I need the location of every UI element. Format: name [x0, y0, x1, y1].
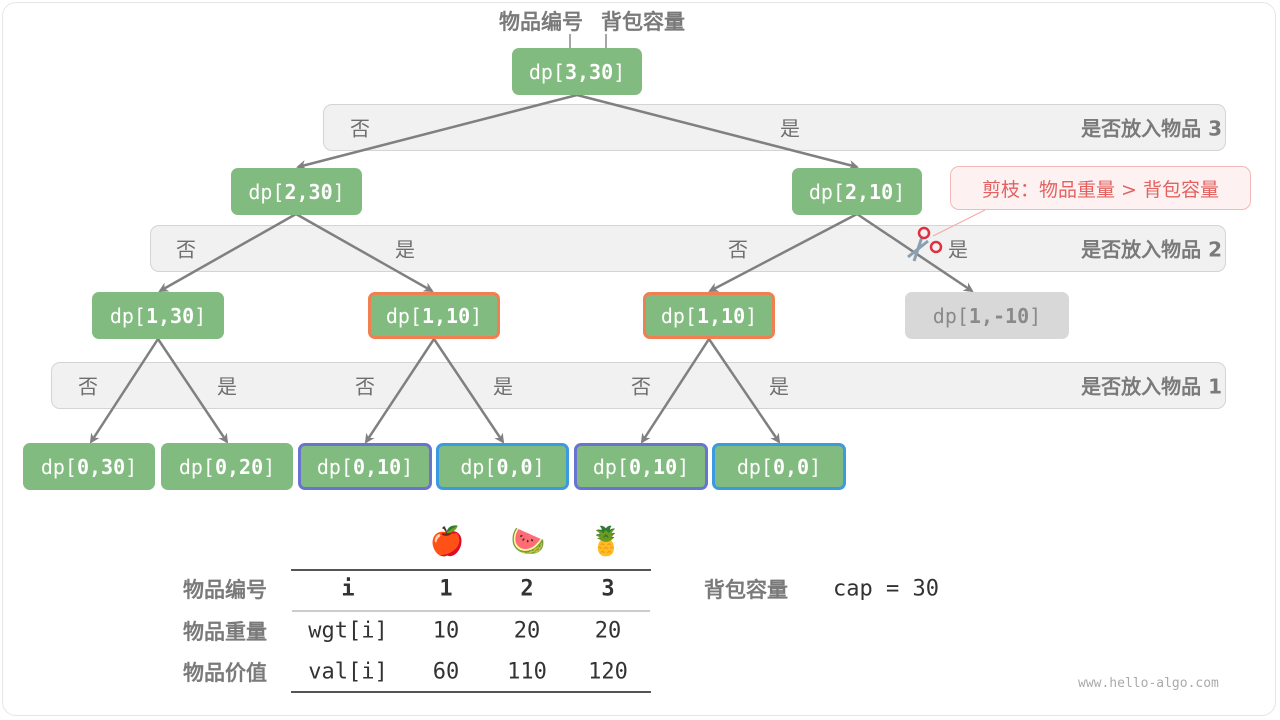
- band-title: 是否放入物品 1: [1081, 374, 1222, 399]
- node-dp-0-10-repeated: dp[0,10]: [298, 443, 432, 490]
- capacity-value: cap = 30: [833, 576, 939, 602]
- item-index-label: 物品编号: [499, 10, 583, 34]
- edge: [158, 212, 297, 293]
- branch-yes: 是: [948, 237, 968, 262]
- edge: [432, 338, 505, 444]
- table-cell: 110: [507, 659, 547, 685]
- table-header-cell: 3: [601, 576, 615, 602]
- band-title: 是否放入物品 3: [1081, 116, 1222, 141]
- node-dp-1-neg10-pruned: dp[1,-10]: [905, 292, 1069, 339]
- row-label: 物品重量: [183, 620, 267, 644]
- scissors-icon: [907, 226, 943, 262]
- edge: [296, 93, 578, 170]
- node-dp-2-30: dp[2,30]: [231, 168, 362, 215]
- watermark: www.hello-algo.com: [1078, 676, 1219, 691]
- edge: [295, 212, 434, 293]
- table-header-cell: 1: [439, 576, 453, 602]
- branch-no: 否: [350, 116, 370, 141]
- branch-yes: 是: [493, 374, 513, 399]
- branch-no: 否: [176, 237, 196, 262]
- row-label: 物品编号: [183, 578, 267, 602]
- apple-icon: 🍎: [429, 524, 465, 558]
- edge: [576, 93, 859, 170]
- pruning-callout: 剪枝：物品重量 > 背包容量: [950, 166, 1251, 210]
- table-cell: 10: [432, 618, 460, 644]
- table-header-cell: 2: [520, 576, 534, 602]
- edge: [707, 338, 781, 444]
- edge: [89, 338, 160, 444]
- band-item-3: [323, 104, 1226, 151]
- branch-yes: 是: [217, 374, 237, 399]
- capacity-title: 背包容量: [704, 578, 788, 602]
- branch-no: 否: [355, 374, 375, 399]
- branch-no: 否: [78, 374, 98, 399]
- node-dp-1-10-repeated: dp[1,10]: [368, 292, 500, 339]
- node-dp-0-0-repeated: dp[0,0]: [712, 443, 846, 490]
- branch-no: 否: [631, 374, 651, 399]
- node-dp-2-10: dp[2,10]: [792, 168, 922, 215]
- branch-yes: 是: [769, 374, 789, 399]
- table-header-cell: i: [341, 576, 355, 602]
- node-dp-0-20: dp[0,20]: [161, 443, 293, 490]
- band-item-1: [51, 362, 1226, 409]
- watermelon-icon: 🍉: [510, 524, 546, 558]
- table-cell: 20: [513, 618, 541, 644]
- capacity-label: 背包容量: [601, 10, 685, 34]
- pineapple-icon: 🍍: [588, 524, 624, 558]
- band-title: 是否放入物品 2: [1081, 237, 1222, 262]
- edge: [156, 338, 229, 444]
- branch-yes: 是: [780, 116, 800, 141]
- edge: [364, 338, 436, 444]
- node-dp-0-10-repeated: dp[0,10]: [574, 443, 708, 490]
- edge: [640, 338, 711, 444]
- table-cell: 120: [588, 659, 628, 685]
- node-dp-1-30: dp[1,30]: [92, 292, 224, 339]
- node-dp-0-0-repeated: dp[0,0]: [436, 443, 569, 490]
- node-dp-0-30: dp[0,30]: [23, 443, 155, 490]
- table-cell: 20: [594, 618, 622, 644]
- table-top-rule: [291, 569, 651, 571]
- callout-pointer: [932, 209, 986, 237]
- edge: [708, 212, 858, 293]
- node-dp-3-30: dp[3,30]: [512, 48, 642, 95]
- row-label: 物品价值: [183, 661, 267, 685]
- node-dp-1-10-repeated: dp[1,10]: [643, 292, 775, 339]
- branch-no: 否: [728, 237, 748, 262]
- table-bottom-rule: [291, 691, 651, 693]
- table-cell: wgt[i]: [308, 618, 388, 644]
- table-mid-rule: [292, 610, 650, 612]
- table-cell: val[i]: [308, 659, 388, 685]
- table-cell: 60: [432, 659, 460, 685]
- branch-yes: 是: [395, 237, 415, 262]
